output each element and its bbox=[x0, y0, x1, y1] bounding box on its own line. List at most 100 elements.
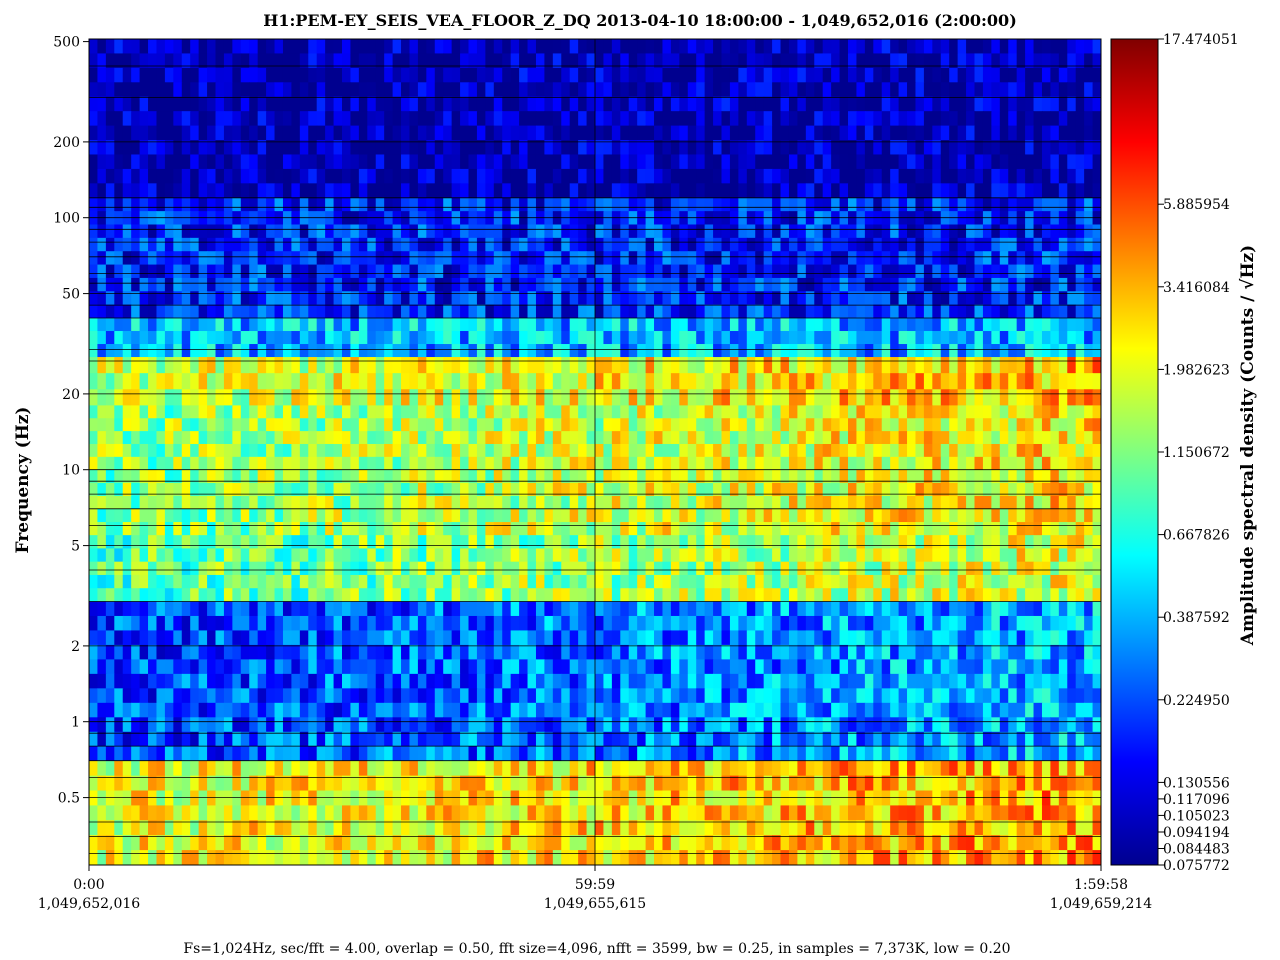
heat-cell bbox=[139, 548, 149, 563]
heat-cell bbox=[156, 82, 166, 98]
heat-cell bbox=[148, 264, 158, 279]
heat-cell bbox=[333, 291, 343, 306]
heat-cell bbox=[991, 456, 1001, 471]
heat-cell bbox=[839, 535, 849, 550]
heat-cell bbox=[131, 389, 141, 406]
heat-cell bbox=[713, 482, 723, 497]
heat-cell bbox=[746, 224, 756, 239]
heat-cell bbox=[991, 588, 1001, 603]
heat-cell bbox=[434, 588, 444, 603]
heat-cell bbox=[991, 183, 1001, 199]
heat-cell bbox=[890, 522, 900, 536]
heat-cell bbox=[443, 125, 453, 141]
heat-cell bbox=[384, 389, 394, 406]
heat-cell bbox=[881, 535, 891, 550]
heat-cell bbox=[805, 291, 815, 306]
heat-cell bbox=[164, 601, 174, 617]
heat-cell bbox=[156, 96, 166, 112]
heat-cell bbox=[476, 140, 486, 156]
heat-cell bbox=[662, 291, 672, 306]
heat-cell bbox=[966, 522, 976, 536]
heat-cell bbox=[451, 197, 461, 212]
heat-cell bbox=[704, 561, 714, 576]
heat-cell bbox=[611, 535, 621, 550]
heat-cell bbox=[569, 548, 579, 563]
heat-cell bbox=[915, 183, 925, 199]
heat-cell bbox=[156, 53, 166, 69]
heat-cell bbox=[190, 548, 200, 563]
heat-cell bbox=[198, 96, 208, 112]
heat-cell bbox=[139, 405, 149, 419]
heat-cell bbox=[299, 522, 309, 536]
heat-cell bbox=[190, 373, 200, 390]
heat-cell bbox=[797, 535, 807, 550]
heat-cell bbox=[460, 82, 470, 98]
heat-cell bbox=[1041, 183, 1051, 199]
heat-cell bbox=[527, 183, 537, 199]
heat-cell bbox=[822, 357, 832, 374]
heat-cell bbox=[375, 331, 385, 345]
heat-cell bbox=[198, 495, 208, 510]
heat-cell bbox=[991, 67, 1001, 83]
heat-cell bbox=[1067, 522, 1077, 536]
heat-cell bbox=[198, 39, 208, 55]
heat-cell bbox=[561, 373, 571, 390]
heat-cell bbox=[105, 96, 115, 112]
heat-cell bbox=[831, 344, 841, 358]
heat-cell bbox=[519, 154, 529, 170]
heat-cell bbox=[1041, 344, 1051, 358]
heat-cell bbox=[890, 304, 900, 319]
heat-cell bbox=[848, 96, 858, 112]
heat-cell bbox=[611, 82, 621, 98]
heat-cell bbox=[131, 197, 141, 212]
heat-cell bbox=[966, 482, 976, 497]
heat-cell bbox=[460, 508, 470, 523]
heat-cell bbox=[881, 344, 891, 358]
heat-cell bbox=[207, 373, 217, 390]
heat-cell bbox=[890, 82, 900, 98]
heat-cell bbox=[628, 456, 638, 471]
heat-cell bbox=[881, 588, 891, 603]
heat-cell bbox=[772, 431, 782, 445]
heat-cell bbox=[1075, 183, 1085, 199]
heat-cell bbox=[89, 318, 99, 332]
heat-cell bbox=[358, 588, 368, 603]
heat-cell bbox=[282, 357, 292, 374]
heat-cell bbox=[670, 211, 680, 226]
heat-cell bbox=[434, 154, 444, 170]
heat-cell bbox=[274, 111, 284, 127]
heat-cell bbox=[755, 405, 765, 419]
heat-cell bbox=[535, 373, 545, 390]
heat-cell bbox=[223, 125, 233, 141]
heat-cell bbox=[443, 237, 453, 252]
heat-cell bbox=[476, 574, 486, 589]
heat-cell bbox=[788, 111, 798, 127]
heat-cell bbox=[122, 535, 132, 550]
heat-cell bbox=[375, 168, 385, 184]
heat-cell bbox=[451, 168, 461, 184]
heat-cell bbox=[763, 561, 773, 576]
heat-cell bbox=[240, 508, 250, 523]
heat-cell bbox=[148, 535, 158, 550]
heat-cell bbox=[890, 331, 900, 345]
heat-cell bbox=[131, 548, 141, 563]
heat-cell bbox=[822, 405, 832, 419]
heat-cell bbox=[999, 82, 1009, 98]
heat-cell bbox=[510, 344, 520, 358]
heat-cell bbox=[122, 67, 132, 83]
heat-cell bbox=[704, 373, 714, 390]
heat-cell bbox=[519, 482, 529, 497]
heat-cell bbox=[325, 264, 335, 279]
heat-cell bbox=[1075, 111, 1085, 127]
heat-cell bbox=[291, 495, 301, 510]
heat-cell bbox=[333, 431, 343, 445]
heat-cell bbox=[822, 168, 832, 184]
heat-cell bbox=[755, 495, 765, 510]
heat-cell bbox=[493, 482, 503, 497]
heat-cell bbox=[1016, 495, 1026, 510]
heat-cell bbox=[367, 373, 377, 390]
heat-cell bbox=[122, 373, 132, 390]
heat-cell bbox=[831, 443, 841, 458]
heat-cell bbox=[291, 125, 301, 141]
heat-cell bbox=[1067, 418, 1077, 432]
